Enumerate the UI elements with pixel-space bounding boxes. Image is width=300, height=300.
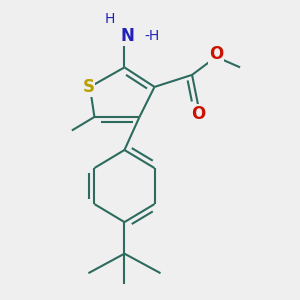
Text: -H: -H <box>144 29 159 43</box>
Text: H: H <box>104 12 115 26</box>
Text: N: N <box>121 27 134 45</box>
Text: S: S <box>82 78 94 96</box>
Text: O: O <box>209 45 223 63</box>
Text: O: O <box>191 105 205 123</box>
